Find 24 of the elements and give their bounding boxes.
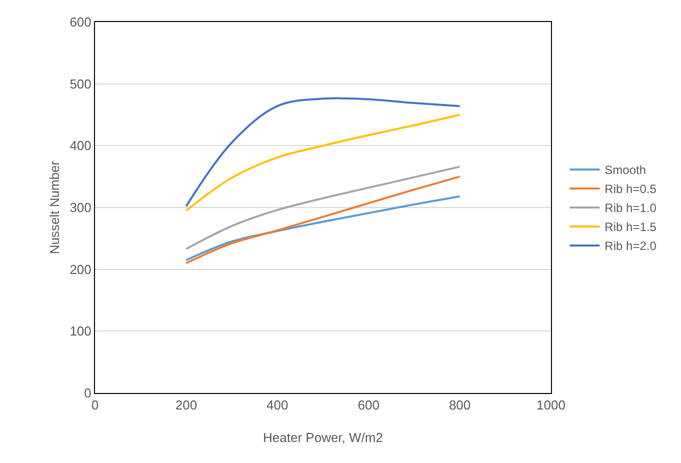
y-tick-label: 400 [70,138,92,154]
line-series [185,176,461,264]
y-axis-title: Nusselt Number [47,160,62,254]
y-tick-label: 500 [70,76,92,92]
legend-label: Rib h=1.0 [604,201,657,216]
x-tick-label: 800 [448,398,471,413]
x-axis-title: Heater Power, W/m2 [263,430,383,445]
line-series [185,166,461,250]
x-tick-label: 400 [266,398,288,413]
y-tick-label: 200 [70,262,92,277]
line-series [185,114,461,212]
line-series [185,195,461,262]
x-tick-label: 200 [175,398,198,413]
legend-label: Rib h=2.0 [604,239,657,254]
y-tick-label: 100 [70,324,92,339]
x-tick-label: 600 [358,398,380,413]
x-tick-label: 1000 [536,398,566,413]
y-tick-label: 600 [70,14,92,30]
legend-label: Smooth [604,163,646,178]
y-tick-label: 300 [70,200,92,216]
legend-label: Rib h=1.5 [604,220,657,234]
y-tick-label: 0 [84,386,92,401]
line-series [185,97,461,208]
legend-label: Rib h=0.5 [604,182,657,196]
